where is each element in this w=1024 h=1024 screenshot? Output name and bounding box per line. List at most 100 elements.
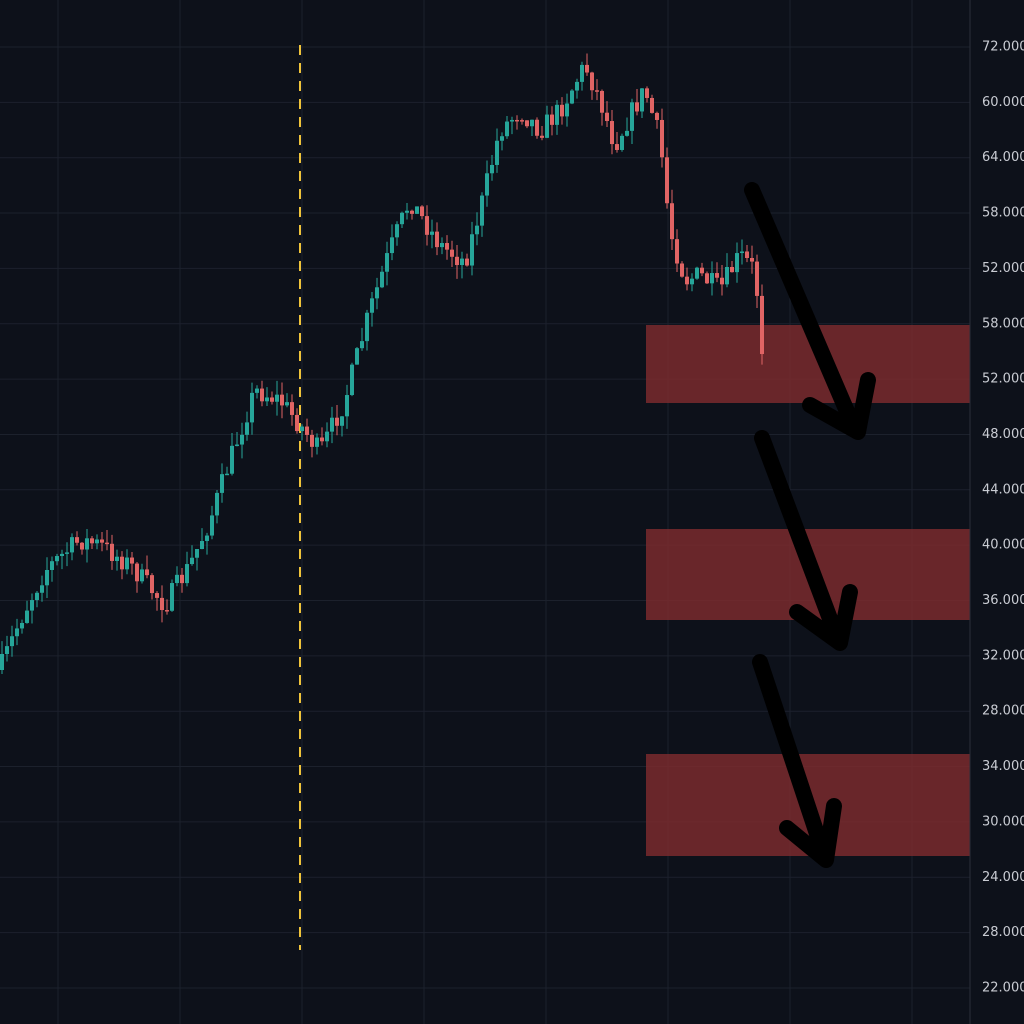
candle-body bbox=[610, 121, 614, 145]
price-label: 36.000 bbox=[982, 593, 1024, 608]
candle-body bbox=[415, 206, 419, 214]
arrows bbox=[744, 182, 876, 868]
price-label: 22.000 bbox=[982, 980, 1024, 995]
candle-body bbox=[750, 257, 754, 262]
candle-body bbox=[630, 102, 634, 131]
candle-body bbox=[225, 473, 229, 476]
candle-body bbox=[685, 276, 689, 285]
candle-body bbox=[395, 224, 399, 238]
candle-body bbox=[745, 251, 749, 258]
price-label: 72.000 bbox=[982, 40, 1024, 55]
candle-body bbox=[210, 515, 214, 536]
price-label: 64.000 bbox=[982, 150, 1024, 165]
candle-body bbox=[485, 173, 489, 196]
candle-body bbox=[540, 135, 544, 138]
candle-body bbox=[370, 298, 374, 313]
candle-body bbox=[440, 243, 444, 248]
candle-body bbox=[490, 164, 494, 174]
candle-body bbox=[515, 119, 519, 122]
candle-body bbox=[740, 251, 744, 254]
candle-body bbox=[330, 417, 334, 432]
candle-body bbox=[125, 557, 129, 570]
price-label: 48.000 bbox=[982, 427, 1024, 442]
candle-body bbox=[15, 628, 19, 637]
candle-body bbox=[660, 119, 664, 158]
price-label: 52.000 bbox=[982, 372, 1024, 387]
candle-body bbox=[350, 364, 354, 396]
candle-body bbox=[375, 287, 379, 299]
candle-body bbox=[510, 119, 514, 122]
candle-body bbox=[60, 553, 64, 557]
candle-body bbox=[725, 267, 729, 285]
candle-body bbox=[5, 646, 9, 655]
candle-body bbox=[480, 195, 484, 226]
candle-body bbox=[360, 341, 364, 349]
candle-body bbox=[240, 434, 244, 445]
candle-body bbox=[520, 120, 524, 122]
candle-body bbox=[455, 256, 459, 266]
candle-body bbox=[45, 569, 49, 586]
candle-body bbox=[180, 574, 184, 584]
down-arrow bbox=[744, 182, 876, 440]
candle-body bbox=[365, 312, 369, 342]
candle-body bbox=[555, 104, 559, 125]
candle-body bbox=[645, 88, 649, 98]
candle-body bbox=[400, 212, 404, 225]
candle-body bbox=[265, 397, 269, 402]
candle-body bbox=[545, 114, 549, 138]
candle-body bbox=[355, 348, 359, 365]
candle-body bbox=[205, 535, 209, 542]
candle-body bbox=[650, 97, 654, 113]
candle-body bbox=[215, 492, 219, 516]
candle-body bbox=[755, 261, 759, 296]
candle-body bbox=[285, 402, 289, 406]
candle-body bbox=[570, 90, 574, 104]
candle-body bbox=[605, 112, 609, 122]
candle-body bbox=[430, 231, 434, 235]
candle-body bbox=[345, 395, 349, 417]
candle-body bbox=[680, 263, 684, 277]
price-label: 58.000 bbox=[982, 206, 1024, 221]
price-label: 32.000 bbox=[982, 648, 1024, 663]
candle-body bbox=[665, 157, 669, 204]
candle-body bbox=[505, 121, 509, 137]
candle-body bbox=[320, 437, 324, 442]
candle-body bbox=[550, 114, 554, 125]
candle-body bbox=[295, 414, 299, 432]
candle-body bbox=[270, 397, 274, 402]
candle-body bbox=[735, 253, 739, 273]
candle-body bbox=[165, 610, 169, 612]
candle-body bbox=[305, 426, 309, 435]
candle-body bbox=[380, 271, 384, 288]
candle-body bbox=[120, 556, 124, 570]
down-arrow bbox=[752, 654, 842, 868]
candle-body bbox=[655, 112, 659, 120]
candle-body bbox=[565, 103, 569, 117]
candle-body bbox=[185, 564, 189, 584]
price-label: 40.000 bbox=[982, 538, 1024, 553]
candle-body bbox=[730, 267, 734, 273]
candle-body bbox=[245, 422, 249, 435]
price-label: 30.000 bbox=[982, 814, 1024, 829]
candle-body bbox=[705, 273, 709, 284]
candle-body bbox=[315, 437, 319, 447]
candle-body bbox=[690, 278, 694, 285]
candle-body bbox=[600, 90, 604, 113]
candle-body bbox=[65, 552, 69, 554]
candle-body bbox=[670, 203, 674, 240]
candle-body bbox=[530, 119, 534, 127]
candle-body bbox=[250, 392, 254, 423]
candle-body bbox=[340, 416, 344, 426]
candle-body bbox=[325, 431, 329, 442]
candle-body bbox=[615, 144, 619, 150]
candle-body bbox=[695, 267, 699, 279]
candle-body bbox=[535, 119, 539, 136]
candle-body bbox=[710, 273, 714, 284]
candle-body bbox=[500, 136, 504, 141]
candle-body bbox=[620, 135, 624, 150]
candle-body bbox=[85, 538, 89, 550]
candle-body bbox=[255, 388, 259, 393]
down-arrow bbox=[754, 430, 858, 651]
candle-body bbox=[335, 417, 339, 426]
